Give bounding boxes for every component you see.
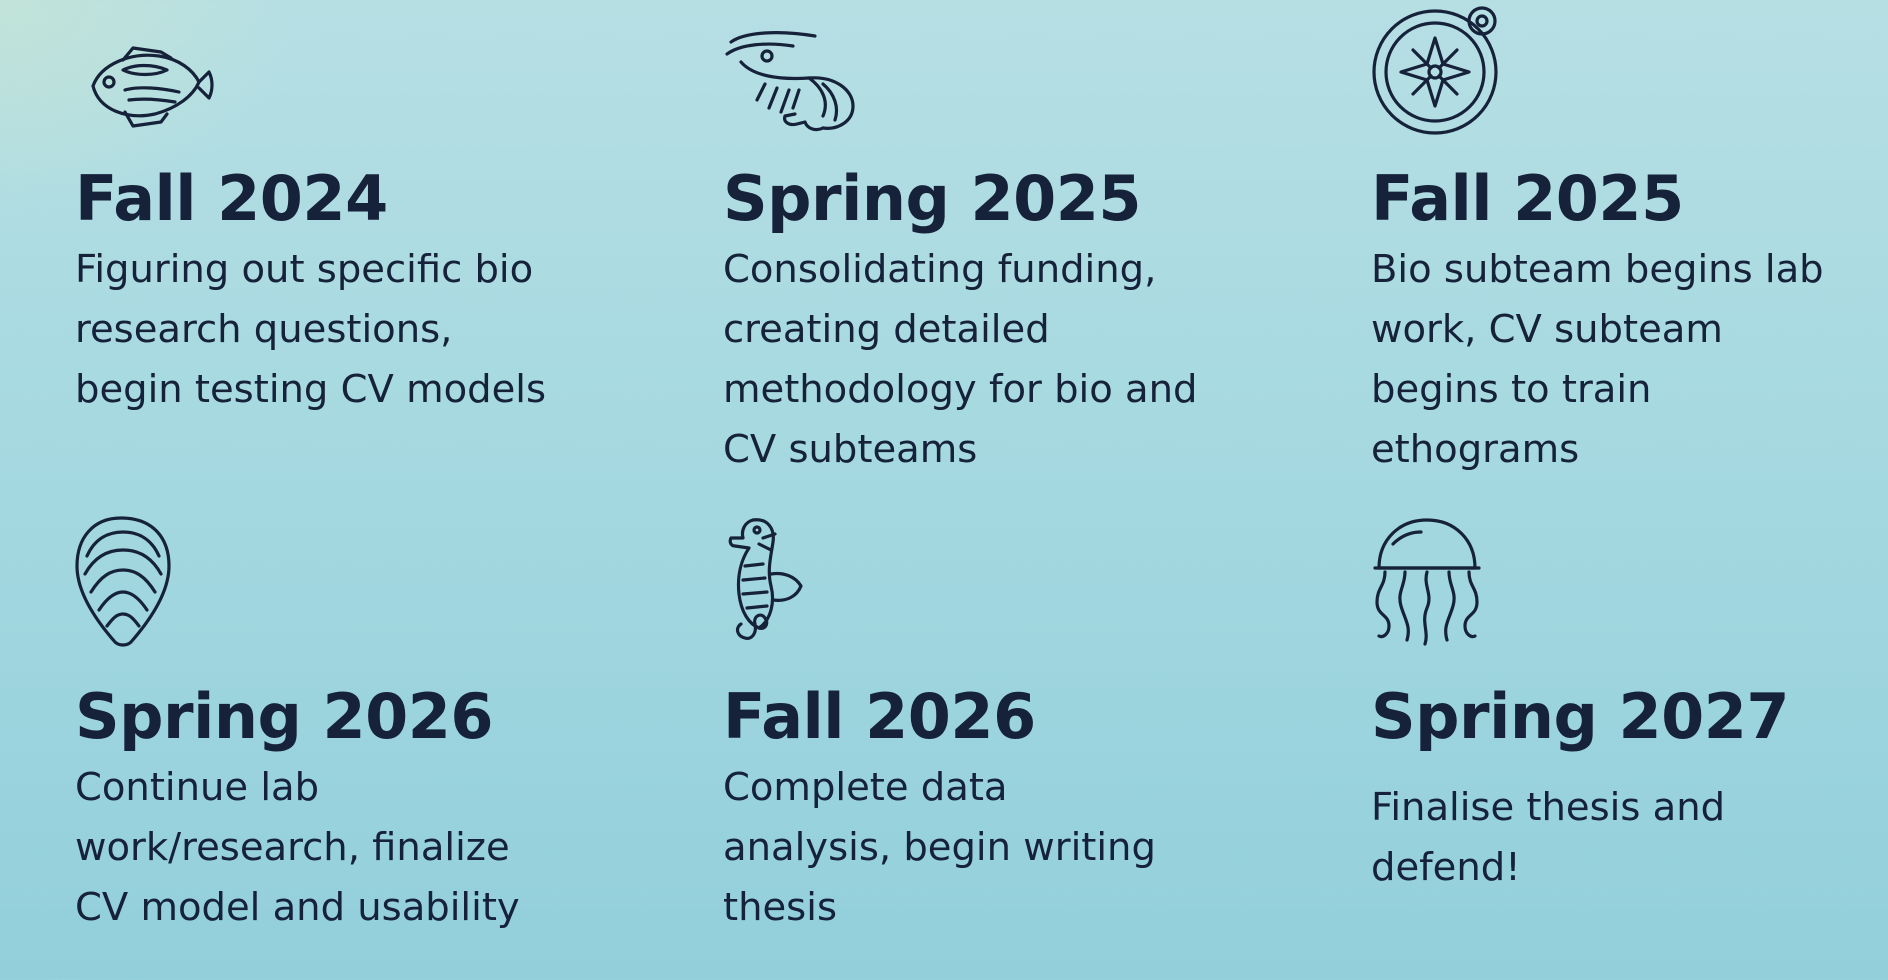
milestone-description: Bio subteam begins lab work, CV subteam … bbox=[1371, 247, 1824, 472]
fish-icon bbox=[75, 42, 214, 134]
milestone-title: Fall 2025 bbox=[1371, 162, 1684, 235]
milestone-description: Complete data analysis, begin writing th… bbox=[723, 765, 1156, 930]
milestone-title: Spring 2027 bbox=[1371, 680, 1790, 753]
milestone-description: Continue lab work/research, finalize CV … bbox=[75, 765, 520, 930]
milestone-title: Fall 2026 bbox=[723, 680, 1036, 753]
jellyfish-icon bbox=[1371, 516, 1485, 648]
shrimp-icon bbox=[723, 28, 863, 132]
seahorse-icon bbox=[723, 516, 809, 648]
milestone-description: Figuring out specific bio research quest… bbox=[75, 247, 547, 412]
milestone-title: Fall 2024 bbox=[75, 162, 388, 235]
compass-icon bbox=[1371, 4, 1505, 136]
shell-icon bbox=[75, 514, 171, 647]
milestone-title: Spring 2025 bbox=[723, 162, 1142, 235]
milestone-description: Finalise thesis and defend! bbox=[1371, 785, 1726, 890]
milestone-description: Consolidating funding, creating detailed… bbox=[723, 247, 1198, 472]
milestone-title: Spring 2026 bbox=[75, 680, 494, 753]
